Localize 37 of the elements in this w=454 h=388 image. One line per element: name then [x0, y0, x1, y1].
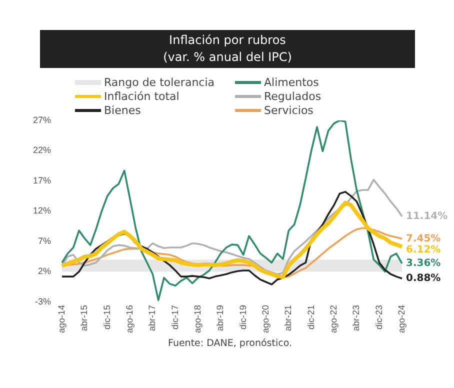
x-tick-label: ago-20 — [260, 304, 270, 334]
x-tick-label: abr-19 — [215, 304, 226, 331]
chart-subtitle: (var. % anual del IPC) — [162, 49, 293, 66]
legend-label: Bienes — [104, 104, 141, 116]
y-tick-label: -3% — [35, 296, 52, 306]
y-tick-label: 27% — [33, 114, 52, 125]
x-tick-label: abr-21 — [283, 304, 294, 331]
legend-label: Alimentos — [264, 76, 319, 88]
y-tick-label: 22% — [33, 145, 52, 156]
y-tick-label: 17% — [33, 175, 52, 186]
x-tick-label: ago-18 — [192, 304, 202, 334]
data-label: 7.45% — [406, 233, 441, 244]
x-tick-label: ago-22 — [328, 304, 338, 334]
y-tick-label: 12% — [33, 206, 52, 216]
legend-label: Servicios — [264, 104, 314, 116]
x-tick-label: ago-24 — [396, 304, 406, 334]
data-label: 3.36% — [406, 258, 441, 270]
x-tick-label: dic-17 — [170, 304, 180, 330]
x-tick-label: dic-19 — [238, 304, 248, 330]
data-label: 6.12% — [406, 244, 441, 256]
data-label: 0.88% — [406, 273, 441, 284]
chart-title: Inflación por rubros — [168, 32, 287, 49]
x-tick-label: ago-14 — [56, 304, 66, 334]
legend-label: Rango de tolerancia — [104, 76, 215, 88]
x-tick-label: ago-16 — [124, 304, 134, 334]
legend-label: Regulados — [264, 90, 322, 102]
x-tick-label: abr-17 — [147, 304, 158, 331]
legend-label: Inflación total — [104, 90, 180, 102]
y-tick-label: 2% — [38, 266, 52, 276]
x-tick-label: abr-23 — [351, 304, 362, 331]
x-tick-label: dic-23 — [374, 304, 384, 330]
x-tick-label: dic-21 — [306, 304, 316, 330]
y-tick-label: 7% — [38, 236, 52, 246]
data-label: 11.14% — [406, 210, 448, 222]
x-tick-label: dic-15 — [102, 304, 112, 330]
x-tick-label: abr-15 — [79, 304, 90, 331]
source-note: Fuente: DANE, pronóstico. — [167, 338, 293, 349]
